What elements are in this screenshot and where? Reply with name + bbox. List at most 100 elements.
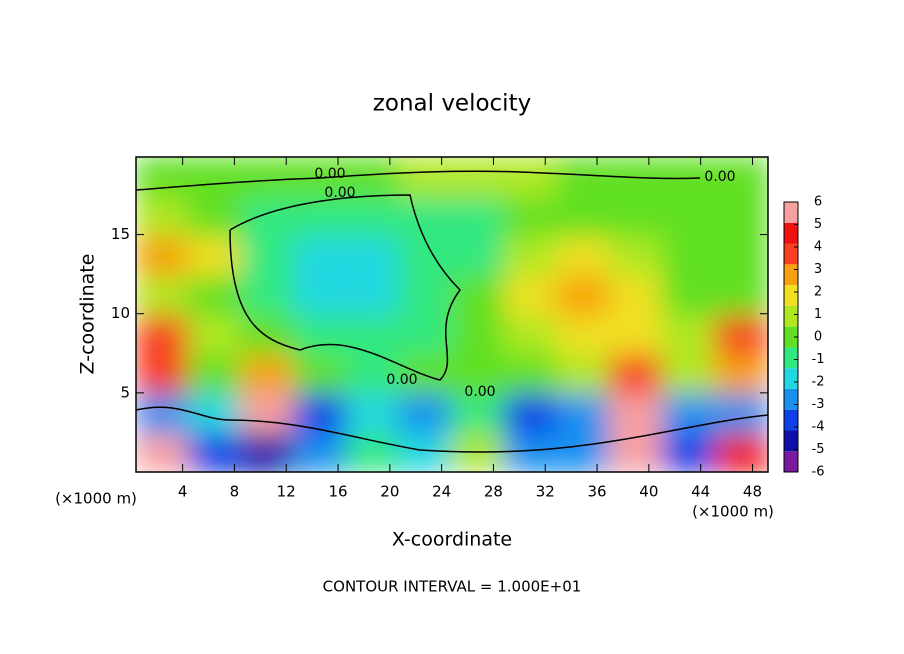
colorbar-swatch [784,285,798,306]
colorbar-tick-label: 3 [814,262,822,277]
colorbar-tick-label: 1 [814,307,822,322]
cell [187,431,243,472]
colorbar-swatch [784,409,798,431]
plot-frame [135,156,769,473]
cell [714,431,768,472]
cell [240,195,295,237]
colorbar-swatch [784,451,798,472]
x-tick-label: 36 [588,483,607,501]
footer: CONTOUR INTERVAL = 1.000E+01 [323,578,582,596]
y-tick-label: 15 [111,225,130,243]
cell [187,313,243,355]
cell [556,274,611,316]
cell [609,313,664,355]
x-tick-label: 20 [380,483,399,501]
cell [661,195,717,237]
cell [503,195,559,237]
cell [187,234,243,277]
x-unit: (×1000 m) [692,503,774,521]
cell [451,195,506,237]
cell [609,195,664,237]
cell [714,274,768,316]
cell [451,157,506,198]
cell [398,431,453,472]
colorbar-swatch [784,243,798,265]
cell [293,274,348,316]
cell [136,157,190,198]
colorbar-tick-label: -1 [812,352,825,367]
cell [293,234,348,277]
colorbar-tick-label: -4 [812,420,825,435]
cell [556,352,611,395]
cell [293,431,348,472]
cell [345,274,401,316]
cell [503,234,559,277]
colorbar-tick-label: 5 [814,217,822,232]
cell [345,392,401,434]
colorbar-swatch [784,326,798,348]
contour-line [229,194,461,381]
cell [609,431,664,472]
cell [451,352,506,395]
cell [293,195,348,237]
cell [661,234,717,277]
contour-label: 0.00 [464,384,495,400]
colorbar-swatch [784,388,798,410]
cell [345,234,401,277]
cell [293,313,348,355]
cell [451,313,506,355]
cell [609,274,664,316]
cell [609,234,664,277]
contour-line [135,170,701,191]
cell [187,157,243,198]
cell [661,352,717,395]
y-tick-label: 5 [120,383,130,401]
field [136,157,768,472]
y-axis-label: Z-coordinate [77,254,99,375]
cell [556,431,611,472]
colorbar-tick-label: -3 [812,397,825,412]
cell [451,234,506,277]
cell [240,431,295,472]
cell [661,157,717,198]
cell [240,352,295,395]
cell [240,274,295,316]
contour-label: 0.00 [314,166,345,182]
chart-title: zonal velocity [373,91,531,117]
x-axis-label: X-coordinate [392,529,512,551]
cell [556,234,611,277]
cell [345,431,401,472]
overlay: 0.00 0.00 0.00 0.00 0.00 [135,166,769,453]
cell [136,234,190,277]
cell [398,274,453,316]
cell [136,313,190,355]
x-tick-label: 16 [328,483,347,501]
contour-line [135,406,769,453]
cells [136,157,768,472]
colorbar-tick-label: 2 [814,285,822,300]
cell [136,352,190,395]
cell [661,313,717,355]
cell [714,313,768,355]
colorbar: -6 -5 -4 -3 -2 -1 0 1 2 3 4 5 6 [783,195,825,480]
cell [293,392,348,434]
colorbar-swatch [784,264,798,286]
cell [136,392,190,434]
cell [398,157,453,198]
colorbar-tick-label: 6 [814,195,822,210]
cell [714,195,768,237]
x-tick-label: 12 [277,483,296,501]
cell [345,195,401,237]
colorbar-tick-label: -6 [812,465,825,480]
contour-label: 0.00 [704,169,735,185]
cell [240,157,295,198]
colorbar-swatch [784,368,798,389]
colorbar-tick-label: -5 [812,442,825,457]
colorbar-swatch [784,202,798,223]
colorbar-tick-label: 0 [814,330,822,345]
cell [451,392,506,434]
x-tick-label: 40 [639,483,658,501]
cell [136,274,190,316]
cell [556,157,611,198]
